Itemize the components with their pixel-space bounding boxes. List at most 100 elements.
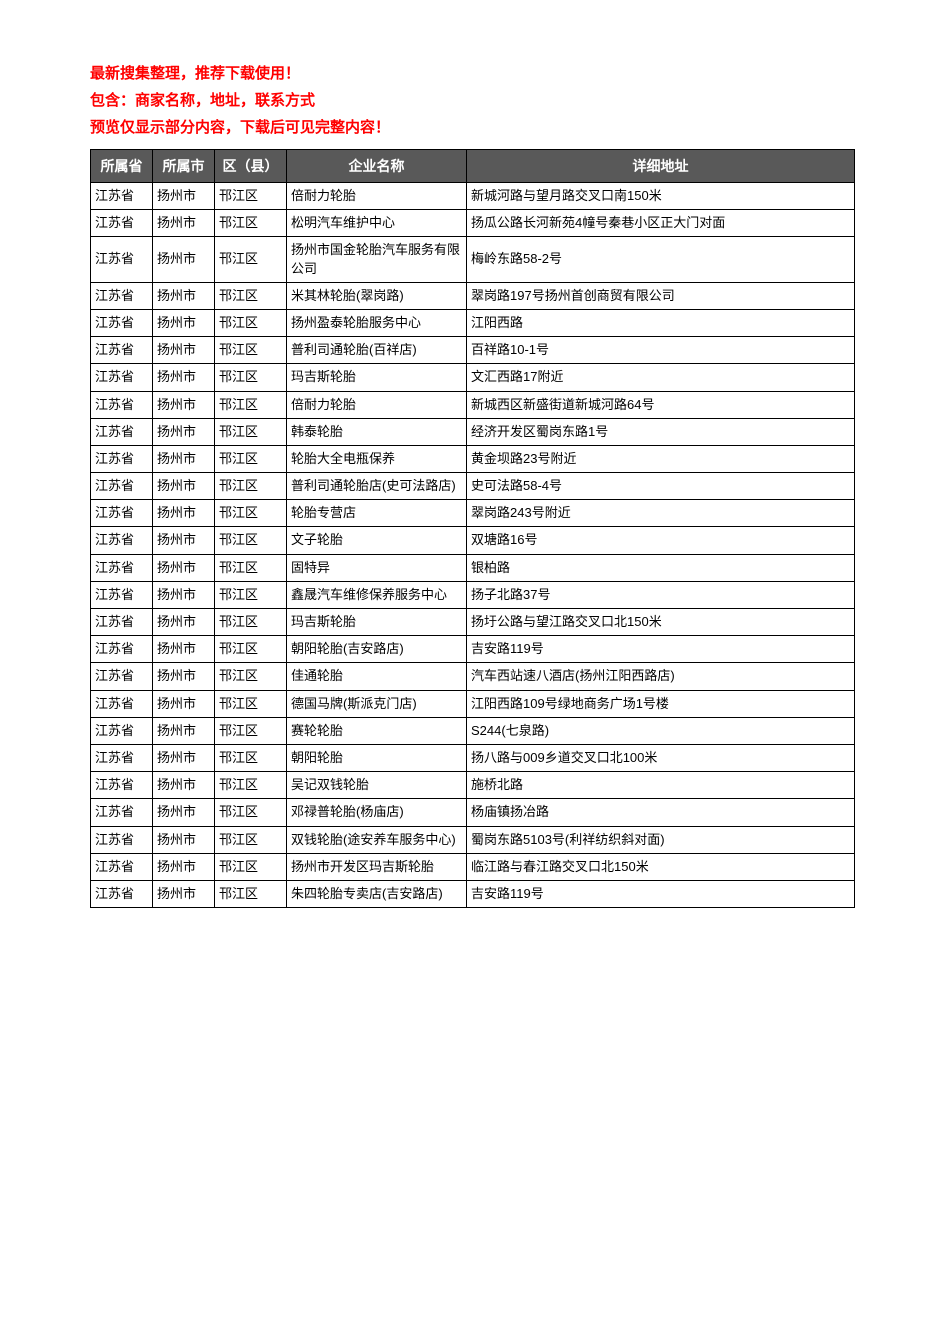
intro-line-2: 包含：商家名称，地址，联系方式	[90, 87, 855, 114]
cell-district: 邗江区	[215, 744, 287, 771]
cell-address: 汽车西站速八酒店(扬州江阳西路店)	[467, 663, 855, 690]
cell-district: 邗江区	[215, 554, 287, 581]
cell-district: 邗江区	[215, 364, 287, 391]
header-province: 所属省	[91, 150, 153, 183]
table-row: 江苏省扬州市邗江区玛吉斯轮胎扬圩公路与望江路交叉口北150米	[91, 609, 855, 636]
cell-province: 江苏省	[91, 636, 153, 663]
cell-company: 松明汽车维护中心	[287, 210, 467, 237]
cell-province: 江苏省	[91, 445, 153, 472]
cell-district: 邗江区	[215, 391, 287, 418]
cell-company: 佳通轮胎	[287, 663, 467, 690]
table-row: 江苏省扬州市邗江区玛吉斯轮胎文汇西路17附近	[91, 364, 855, 391]
cell-address: 梅岭东路58-2号	[467, 237, 855, 282]
cell-province: 江苏省	[91, 826, 153, 853]
table-row: 江苏省扬州市邗江区倍耐力轮胎新城河路与望月路交叉口南150米	[91, 183, 855, 210]
cell-city: 扬州市	[153, 183, 215, 210]
cell-address: 文汇西路17附近	[467, 364, 855, 391]
cell-address: 施桥北路	[467, 772, 855, 799]
cell-district: 邗江区	[215, 282, 287, 309]
cell-company: 扬州市国金轮胎汽车服务有限公司	[287, 237, 467, 282]
cell-address: 江阳西路109号绿地商务广场1号楼	[467, 690, 855, 717]
table-row: 江苏省扬州市邗江区佳通轮胎汽车西站速八酒店(扬州江阳西路店)	[91, 663, 855, 690]
cell-city: 扬州市	[153, 690, 215, 717]
cell-city: 扬州市	[153, 500, 215, 527]
cell-company: 米其林轮胎(翠岗路)	[287, 282, 467, 309]
cell-province: 江苏省	[91, 418, 153, 445]
cell-city: 扬州市	[153, 853, 215, 880]
cell-company: 扬州盈泰轮胎服务中心	[287, 309, 467, 336]
cell-province: 江苏省	[91, 237, 153, 282]
cell-company: 倍耐力轮胎	[287, 183, 467, 210]
cell-district: 邗江区	[215, 609, 287, 636]
cell-address: 扬瓜公路长河新苑4幢号秦巷小区正大门对面	[467, 210, 855, 237]
cell-address: 百祥路10-1号	[467, 337, 855, 364]
cell-province: 江苏省	[91, 210, 153, 237]
cell-address: 翠岗路197号扬州首创商贸有限公司	[467, 282, 855, 309]
intro-line-3: 预览仅显示部分内容，下载后可见完整内容！	[90, 114, 855, 141]
cell-company: 韩泰轮胎	[287, 418, 467, 445]
table-row: 江苏省扬州市邗江区赛轮轮胎S244(七泉路)	[91, 717, 855, 744]
cell-company: 倍耐力轮胎	[287, 391, 467, 418]
table-row: 江苏省扬州市邗江区扬州市开发区玛吉斯轮胎临江路与春江路交叉口北150米	[91, 853, 855, 880]
cell-address: 经济开发区蜀岗东路1号	[467, 418, 855, 445]
intro-line-1: 最新搜集整理，推荐下载使用！	[90, 60, 855, 87]
table-row: 江苏省扬州市邗江区普利司通轮胎店(史可法路店)史可法路58-4号	[91, 473, 855, 500]
cell-province: 江苏省	[91, 527, 153, 554]
table-row: 江苏省扬州市邗江区固特异银柏路	[91, 554, 855, 581]
business-table: 所属省 所属市 区（县） 企业名称 详细地址 江苏省扬州市邗江区倍耐力轮胎新城河…	[90, 149, 855, 908]
table-row: 江苏省扬州市邗江区轮胎大全电瓶保养黄金坝路23号附近	[91, 445, 855, 472]
cell-city: 扬州市	[153, 309, 215, 336]
cell-company: 朱四轮胎专卖店(吉安路店)	[287, 880, 467, 907]
cell-district: 邗江区	[215, 772, 287, 799]
cell-city: 扬州市	[153, 364, 215, 391]
cell-company: 朝阳轮胎	[287, 744, 467, 771]
cell-address: S244(七泉路)	[467, 717, 855, 744]
cell-city: 扬州市	[153, 391, 215, 418]
cell-district: 邗江区	[215, 473, 287, 500]
cell-address: 银柏路	[467, 554, 855, 581]
cell-address: 吉安路119号	[467, 636, 855, 663]
cell-district: 邗江区	[215, 853, 287, 880]
cell-district: 邗江区	[215, 826, 287, 853]
cell-company: 普利司通轮胎(百祥店)	[287, 337, 467, 364]
cell-address: 双塘路16号	[467, 527, 855, 554]
cell-city: 扬州市	[153, 636, 215, 663]
cell-district: 邗江区	[215, 799, 287, 826]
cell-province: 江苏省	[91, 853, 153, 880]
cell-company: 玛吉斯轮胎	[287, 364, 467, 391]
table-row: 江苏省扬州市邗江区松明汽车维护中心扬瓜公路长河新苑4幢号秦巷小区正大门对面	[91, 210, 855, 237]
table-row: 江苏省扬州市邗江区普利司通轮胎(百祥店)百祥路10-1号	[91, 337, 855, 364]
cell-province: 江苏省	[91, 772, 153, 799]
cell-company: 普利司通轮胎店(史可法路店)	[287, 473, 467, 500]
cell-district: 邗江区	[215, 880, 287, 907]
cell-address: 蜀岗东路5103号(利祥纺织斜对面)	[467, 826, 855, 853]
cell-city: 扬州市	[153, 473, 215, 500]
cell-company: 双钱轮胎(途安养车服务中心)	[287, 826, 467, 853]
cell-district: 邗江区	[215, 183, 287, 210]
cell-company: 玛吉斯轮胎	[287, 609, 467, 636]
cell-district: 邗江区	[215, 636, 287, 663]
cell-city: 扬州市	[153, 581, 215, 608]
cell-city: 扬州市	[153, 210, 215, 237]
cell-district: 邗江区	[215, 717, 287, 744]
table-row: 江苏省扬州市邗江区双钱轮胎(途安养车服务中心)蜀岗东路5103号(利祥纺织斜对面…	[91, 826, 855, 853]
cell-city: 扬州市	[153, 609, 215, 636]
cell-province: 江苏省	[91, 690, 153, 717]
cell-district: 邗江区	[215, 309, 287, 336]
cell-company: 朝阳轮胎(吉安路店)	[287, 636, 467, 663]
table-header-row: 所属省 所属市 区（县） 企业名称 详细地址	[91, 150, 855, 183]
cell-address: 吉安路119号	[467, 880, 855, 907]
cell-company: 德国马牌(斯派克门店)	[287, 690, 467, 717]
cell-city: 扬州市	[153, 880, 215, 907]
cell-province: 江苏省	[91, 337, 153, 364]
table-row: 江苏省扬州市邗江区鑫晟汽车维修保养服务中心扬子北路37号	[91, 581, 855, 608]
cell-company: 吴记双钱轮胎	[287, 772, 467, 799]
cell-district: 邗江区	[215, 445, 287, 472]
cell-address: 临江路与春江路交叉口北150米	[467, 853, 855, 880]
table-row: 江苏省扬州市邗江区德国马牌(斯派克门店)江阳西路109号绿地商务广场1号楼	[91, 690, 855, 717]
cell-province: 江苏省	[91, 364, 153, 391]
cell-city: 扬州市	[153, 237, 215, 282]
header-company: 企业名称	[287, 150, 467, 183]
cell-address: 扬八路与009乡道交叉口北100米	[467, 744, 855, 771]
cell-province: 江苏省	[91, 581, 153, 608]
